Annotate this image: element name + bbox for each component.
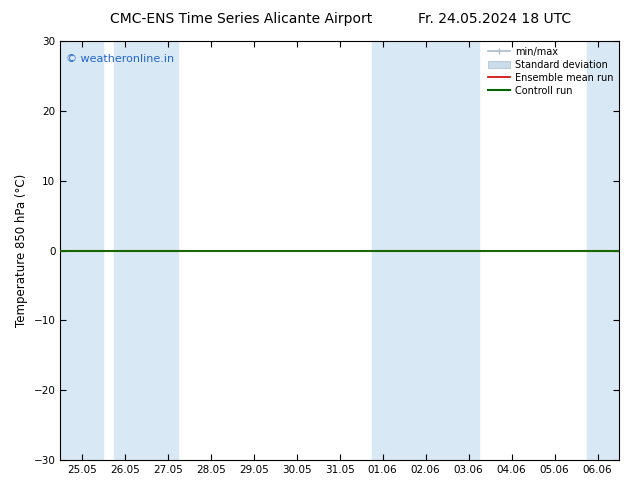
Text: CMC-ENS Time Series Alicante Airport: CMC-ENS Time Series Alicante Airport bbox=[110, 12, 372, 26]
Legend: min/max, Standard deviation, Ensemble mean run, Controll run: min/max, Standard deviation, Ensemble me… bbox=[484, 43, 617, 99]
Text: Fr. 24.05.2024 18 UTC: Fr. 24.05.2024 18 UTC bbox=[418, 12, 571, 26]
Bar bbox=[372, 41, 479, 460]
Text: © weatheronline.in: © weatheronline.in bbox=[66, 53, 174, 64]
Bar bbox=[60, 41, 103, 460]
Bar bbox=[586, 41, 634, 460]
Y-axis label: Temperature 850 hPa (°C): Temperature 850 hPa (°C) bbox=[15, 174, 28, 327]
Bar bbox=[114, 41, 179, 460]
